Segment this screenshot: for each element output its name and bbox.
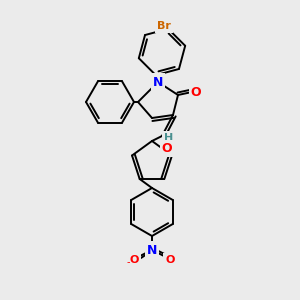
Text: H: H [164, 133, 174, 143]
Text: O: O [165, 255, 175, 265]
Text: O: O [162, 142, 172, 155]
Text: N: N [147, 244, 157, 256]
Text: O: O [129, 255, 139, 265]
Text: O: O [191, 85, 201, 98]
Text: N: N [153, 76, 163, 88]
Text: Br: Br [157, 21, 171, 31]
Text: -: - [126, 257, 130, 267]
